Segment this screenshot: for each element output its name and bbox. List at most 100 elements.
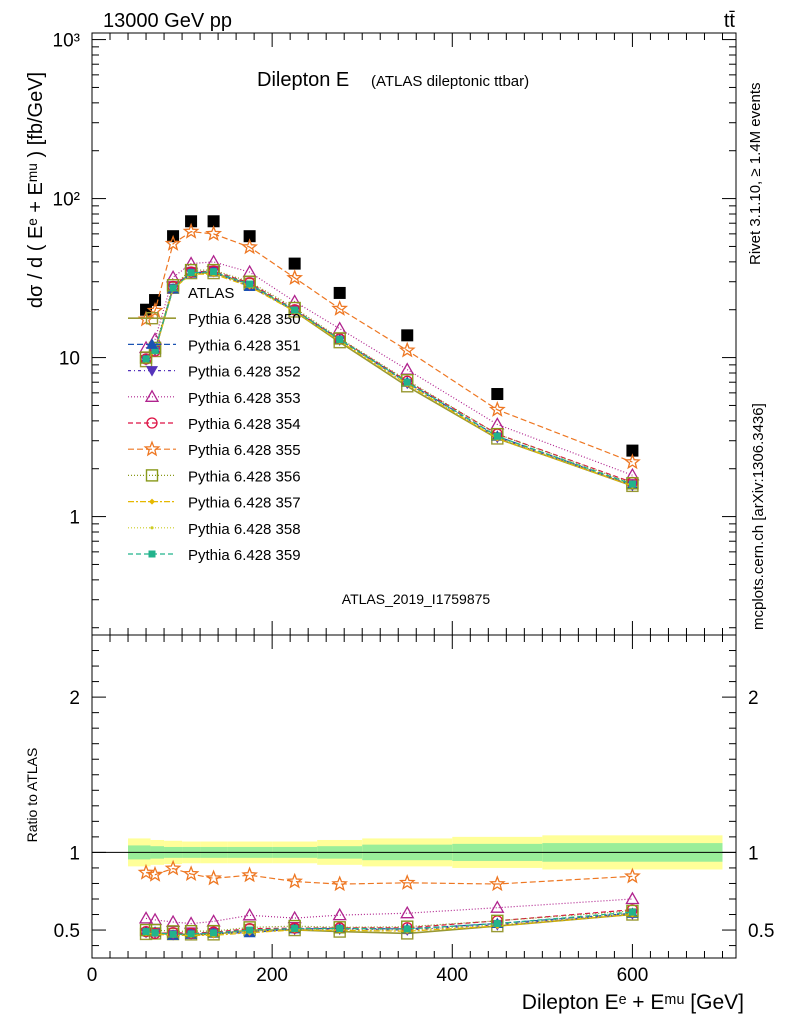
ratio-y-ticks: 0.5 0.5 1 1 2 2 (54, 650, 774, 947)
ratio-point (146, 865, 164, 882)
data-point (183, 256, 199, 269)
legend-label: Pythia 6.428 350 (188, 311, 301, 328)
legend-label: Pythia 6.428 358 (188, 521, 301, 538)
ratio-line (145, 867, 633, 885)
data-point (164, 234, 182, 251)
x-tick-label: 400 (436, 965, 468, 986)
legend-marker (146, 417, 158, 429)
x-tick-label: 200 (256, 965, 288, 986)
ratio-point (488, 875, 506, 892)
rivet-label: Rivet 3.1.10, ≥ 1.4M events (747, 83, 764, 266)
ratio-point (332, 907, 347, 921)
series-355 (137, 222, 641, 470)
series-atlas (140, 215, 639, 457)
legend-label: Pythia 6.428 354 (188, 416, 301, 433)
ratio-point (398, 873, 416, 890)
mcplots-label: mcplots.cern.ch [arXiv:1306.3436] (750, 403, 767, 630)
legend-entry-355: Pythia 6.428 355 (128, 440, 301, 459)
data-point (626, 444, 639, 457)
ratio-y-tick-label-right: 1 (748, 843, 759, 864)
legend-entry-354: Pythia 6.428 354 (128, 416, 301, 433)
title-main: Dilepton E (257, 69, 349, 91)
legend-entry-359: Pythia 6.428 359 (128, 547, 301, 564)
legend-entry-353: Pythia 6.428 353 (128, 389, 301, 407)
data-point (491, 388, 504, 401)
data-point (142, 355, 150, 363)
main-panel (137, 215, 641, 493)
ratio-y-tick-label-right: 2 (748, 688, 759, 709)
main-y-tick-label: 1 (69, 508, 80, 529)
data-point (332, 321, 347, 334)
main-y-ticks: 1 10 10² 10³ (53, 31, 736, 629)
data-point (149, 294, 162, 307)
ratio-y-tick-label: 2 (69, 688, 80, 709)
legend-marker (145, 469, 159, 482)
legend-marker (144, 389, 160, 402)
ratio-point (169, 930, 177, 938)
ratio-line (145, 898, 633, 925)
ratio-point (137, 863, 155, 880)
data-point (169, 284, 177, 292)
legend-entry-352: Pythia 6.428 352 (128, 364, 301, 381)
ratio-point (403, 925, 411, 933)
x-tick-label: 600 (617, 965, 649, 986)
data-point (151, 346, 159, 354)
ratio-point (331, 875, 348, 892)
legend-marker (146, 338, 158, 349)
data-point (488, 400, 506, 417)
ratio-point (205, 869, 223, 886)
main-frame (91, 32, 737, 636)
data-point (288, 257, 301, 270)
ratio-point (246, 926, 254, 934)
data-point (287, 294, 302, 307)
data-point (628, 480, 636, 488)
legend-marker (145, 312, 159, 325)
legend-entry-357: Pythia 6.428 357 (128, 495, 301, 512)
data-point (185, 215, 198, 228)
x-tick-label: 0 (87, 965, 98, 986)
ratio-line (145, 909, 633, 935)
data-point (246, 280, 254, 288)
ratio-point (210, 929, 218, 937)
ratio-line (145, 912, 633, 936)
series-359 (142, 268, 636, 488)
x-ticks: 0 200 400 600 (87, 33, 723, 986)
ratio-series-353 (138, 891, 640, 929)
data-point (241, 238, 258, 255)
ratio-frame (91, 634, 737, 959)
legend-label: ATLAS (188, 285, 234, 302)
data-point (400, 362, 415, 375)
analysis-watermark: ATLAS_2019_I1759875 (342, 591, 491, 607)
plot-title: Dilepton E (ATLAS dileptonic ttbar) (257, 69, 529, 91)
legend-entry-atlas: ATLAS (188, 285, 234, 302)
legend-label: Pythia 6.428 359 (188, 547, 301, 564)
ratio-panel (92, 835, 736, 941)
ratio-point (187, 930, 195, 938)
legend-marker (143, 440, 161, 457)
ylabel-ratio: Ratio to ATLAS (24, 748, 40, 843)
data-point (625, 467, 640, 481)
legend-label: Pythia 6.428 353 (188, 390, 301, 407)
data-point (401, 329, 414, 342)
series-line (145, 230, 633, 463)
ratio-point (624, 867, 641, 884)
legend-marker (148, 550, 156, 558)
ratio-point (291, 924, 299, 932)
legend-entry-350: Pythia 6.428 350 (128, 311, 301, 328)
xlabel: Dilepton Eᵉ + Eᵐᵘ [GeV] (522, 991, 744, 1014)
main-y-tick-label: 10³ (53, 31, 80, 52)
ratio-series-355 (137, 859, 641, 892)
legend-marker (150, 526, 154, 530)
ratio-point (336, 925, 344, 933)
ratio-point (164, 859, 182, 876)
header-right: tt̄ (724, 10, 736, 32)
legend-entry-358: Pythia 6.428 358 (128, 521, 301, 538)
legend-label: Pythia 6.428 357 (188, 495, 301, 512)
main-y-tick-label: 10 (59, 349, 80, 370)
legend-entry-356: Pythia 6.428 356 (128, 468, 301, 485)
legend-label: Pythia 6.428 352 (188, 364, 301, 381)
ratio-point (400, 905, 415, 919)
data-point (187, 269, 195, 277)
data-point (624, 453, 641, 470)
